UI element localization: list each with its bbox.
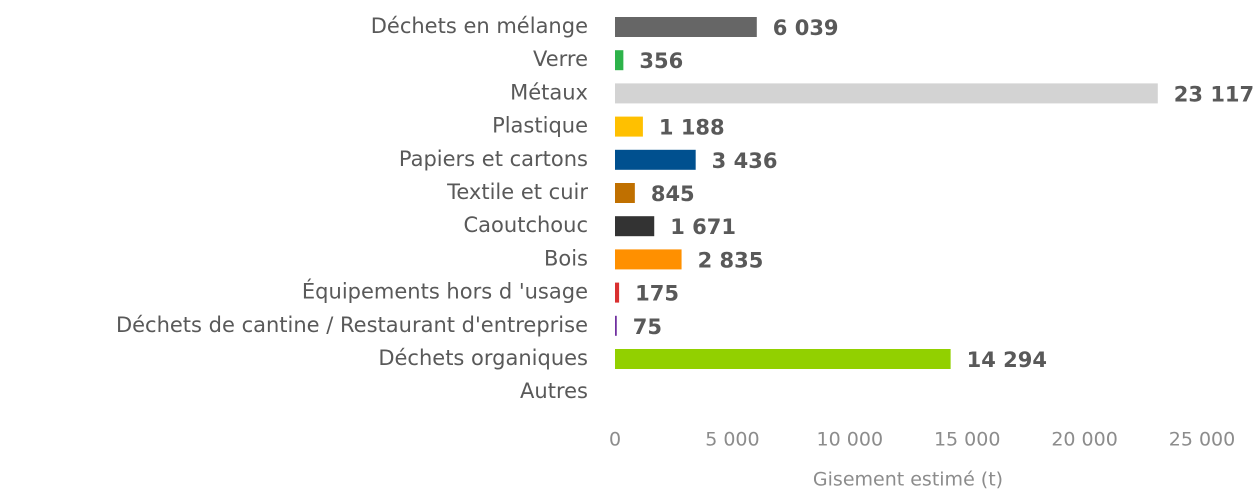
x-tick-label: 0	[609, 429, 621, 451]
bar	[615, 349, 951, 369]
value-label: 3 436	[712, 149, 778, 173]
y-tick-label: Papiers et cartons	[399, 147, 588, 171]
value-label: 845	[651, 182, 695, 206]
x-axis-title: Gisement estimé (t)	[813, 469, 1003, 491]
bar	[615, 17, 757, 37]
value-label: 1 671	[670, 215, 736, 239]
value-label: 23 117	[1174, 82, 1254, 106]
value-label: 2 835	[698, 248, 764, 272]
x-tick-label: 25 000	[1169, 429, 1235, 451]
bar	[615, 216, 655, 237]
bar	[615, 50, 624, 71]
value-label: 175	[635, 282, 679, 306]
x-tick-label: 5 000	[705, 429, 759, 451]
value-label: 6 039	[773, 16, 839, 40]
y-tick-label: Déchets de cantine / Restaurant d'entrep…	[116, 313, 588, 337]
bar	[615, 149, 696, 170]
bar	[615, 315, 617, 336]
value-label: 75	[633, 315, 662, 339]
x-tick-label: 10 000	[817, 429, 883, 451]
value-label: 356	[639, 49, 683, 73]
y-tick-label: Caoutchouc	[464, 213, 588, 237]
y-tick-label: Autres	[520, 379, 588, 403]
bar	[615, 116, 643, 137]
x-tick-label: 20 000	[1051, 429, 1117, 451]
y-tick-label: Équipements hors d 'usage	[302, 279, 588, 304]
y-tick-label: Métaux	[510, 80, 588, 104]
y-tick-label: Bois	[544, 246, 588, 270]
bar	[615, 249, 682, 270]
bar	[615, 183, 635, 203]
value-label: 1 188	[659, 116, 725, 140]
y-tick-label: Textile et cuir	[446, 180, 588, 204]
y-tick-label: Verre	[533, 47, 588, 71]
bar	[615, 282, 620, 303]
y-tick-label: Déchets organiques	[378, 346, 588, 370]
bar	[615, 83, 1158, 104]
y-tick-label: Déchets en mélange	[371, 14, 588, 38]
y-tick-label: Plastique	[492, 114, 588, 138]
x-tick-label: 15 000	[934, 429, 1000, 451]
value-label: 14 294	[967, 348, 1047, 372]
